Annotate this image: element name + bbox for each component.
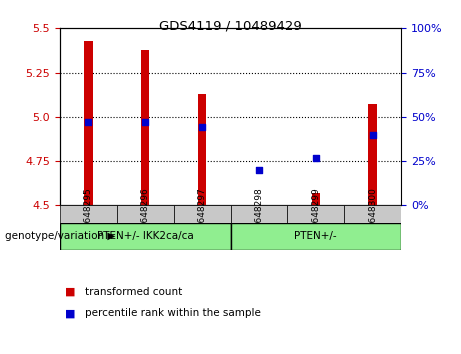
Bar xyxy=(230,223,401,250)
Bar xyxy=(174,205,230,223)
Bar xyxy=(60,205,117,223)
Bar xyxy=(368,104,377,205)
Point xyxy=(85,119,92,125)
Bar xyxy=(344,205,401,223)
Bar xyxy=(141,50,149,205)
Text: genotype/variation ▶: genotype/variation ▶ xyxy=(5,231,115,241)
Bar xyxy=(60,223,230,250)
Point xyxy=(142,119,149,125)
Point xyxy=(312,155,319,160)
Text: transformed count: transformed count xyxy=(85,287,183,297)
Bar xyxy=(84,41,93,205)
Text: GSM648296: GSM648296 xyxy=(141,187,150,241)
Text: GSM648295: GSM648295 xyxy=(84,187,93,241)
Bar xyxy=(198,94,207,205)
Text: GSM648297: GSM648297 xyxy=(198,187,207,241)
Point xyxy=(369,132,376,137)
Text: PTEN+/- IKK2ca/ca: PTEN+/- IKK2ca/ca xyxy=(97,231,194,241)
Text: GSM648299: GSM648299 xyxy=(311,187,320,241)
Point xyxy=(255,167,263,173)
Bar xyxy=(230,205,287,223)
Text: PTEN+/-: PTEN+/- xyxy=(295,231,337,241)
Text: percentile rank within the sample: percentile rank within the sample xyxy=(85,308,261,318)
Point xyxy=(198,125,206,130)
Bar xyxy=(117,205,174,223)
Bar xyxy=(287,205,344,223)
Text: ■: ■ xyxy=(65,287,75,297)
Bar xyxy=(312,193,320,205)
Text: GSM648298: GSM648298 xyxy=(254,187,263,241)
Text: GSM648300: GSM648300 xyxy=(368,187,377,242)
Text: ■: ■ xyxy=(65,308,75,318)
Text: GDS4119 / 10489429: GDS4119 / 10489429 xyxy=(159,19,302,33)
